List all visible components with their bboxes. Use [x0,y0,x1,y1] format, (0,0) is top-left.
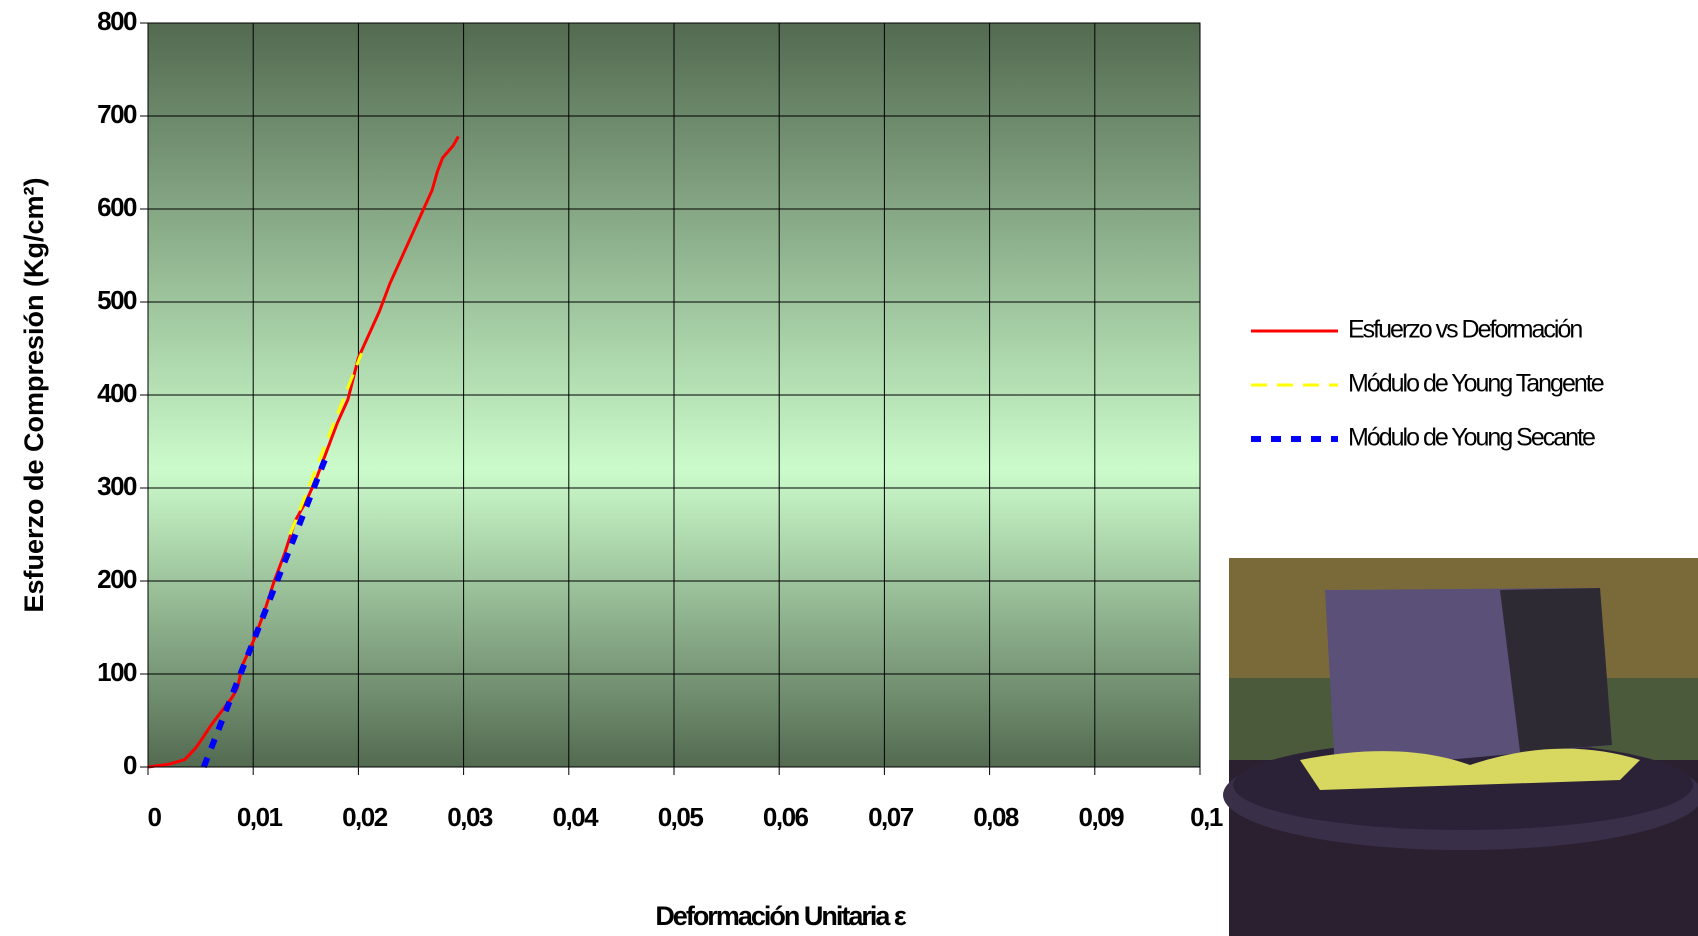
x-tick-label: 0 [148,802,162,832]
y-tick-label: 400 [97,378,137,408]
x-tick-label: 0,05 [658,802,704,832]
y-tick-label: 800 [97,6,137,36]
y-tick-label: 200 [97,564,137,594]
x-tick-label: 0,02 [342,802,388,832]
x-axis-label: Deformación Unitaria ε [655,901,907,931]
y-tick-label: 100 [97,657,137,687]
legend-label: Módulo de Young Tangente [1348,370,1604,398]
x-tick-label: 0,09 [1078,802,1124,832]
series-line [288,352,363,536]
ticks: 0 100 200 300 400 500 600 700 800 0 0,01 0,02 0,03 0,… [97,6,1224,832]
y-tick-label: 700 [97,99,137,129]
y-tick-label: 600 [97,192,137,222]
x-tick-label: 0,1 [1190,802,1223,832]
y-tick-label: 0 [123,750,137,780]
plot-border [147,22,1201,768]
legend: Esfuerzo vs Deformación Módulo de Young T… [1251,316,1606,452]
y-tick-label: 500 [97,285,137,315]
x-tick-label: 0,03 [447,802,493,832]
series-lines [147,135,460,769]
y-tick-label: 300 [97,471,137,501]
x-tick-label: 0,07 [868,802,914,832]
x-tick-label: 0,01 [237,802,283,832]
specimen-photo [1223,558,1698,936]
y-axis-label: Esfuerzo de Compresión (Kg/cm²) [19,177,49,612]
legend-label: Módulo de Young Secante [1348,424,1595,452]
x-tick-label: 0,08 [973,802,1019,832]
x-tick-label: 0,04 [552,802,599,832]
series-line [200,458,328,769]
series-line [147,135,460,769]
legend-label: Esfuerzo vs Deformación [1348,316,1582,344]
x-tick-label: 0,06 [763,802,809,832]
